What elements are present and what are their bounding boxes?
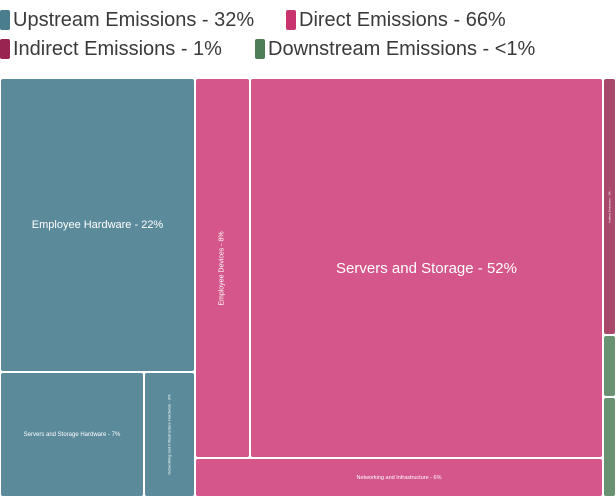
treemap-tile-label: Servers and Storage - 52% (336, 259, 517, 277)
legend-swatch-upstream (0, 10, 10, 30)
legend-item-direct[interactable]: Direct Emissions - 66% (286, 8, 506, 32)
legend-label-downstream: Downstream Emissions - <1% (268, 37, 536, 60)
legend-swatch-downstream (255, 39, 265, 59)
legend-item-upstream[interactable]: Upstream Emissions - 32% (0, 8, 254, 32)
legend-item-downstream[interactable]: Downstream Emissions - <1% (255, 37, 535, 61)
legend-swatch-indirect (0, 39, 10, 59)
treemap-tile-servers-storage-hardware[interactable]: Servers and Storage Hardware - 7% (1, 373, 143, 496)
treemap-tile-label: Networking and Infrastructure Hardware -… (167, 394, 173, 475)
legend-label-upstream: Upstream Emissions - 32% (13, 8, 255, 31)
treemap-tile-label: Servers and Storage Hardware - 7% (23, 431, 121, 438)
treemap-tile-downstream-1[interactable] (604, 336, 615, 396)
treemap-tile-indirect[interactable]: Indirect Emissions - 1% (604, 79, 615, 334)
treemap-tile-label: Indirect Emissions - 1% (607, 190, 612, 223)
legend-item-indirect[interactable]: Indirect Emissions - 1% (0, 37, 222, 61)
treemap-tile-networking-infrastructure[interactable]: Networking and Infrastructure - 6% (196, 459, 602, 496)
treemap-tile-servers-storage[interactable]: Servers and Storage - 52% (251, 79, 602, 457)
treemap-tile-label: Networking and Infrastructure - 6% (356, 474, 442, 481)
legend-swatch-direct (286, 10, 296, 30)
legend-label-direct: Direct Emissions - 66% (299, 8, 506, 31)
treemap-tile-employee-devices[interactable]: Employee Devices - 8% (196, 79, 249, 457)
treemap-tile-employee-hardware[interactable]: Employee Hardware - 22% (1, 79, 194, 371)
treemap-tile-downstream-2[interactable] (604, 398, 615, 496)
treemap-tile-label: Employee Hardware - 22% (31, 219, 164, 231)
treemap-tile-networking-infrastructure-hardware[interactable]: Networking and Infrastructure Hardware -… (145, 373, 194, 496)
legend-label-indirect: Indirect Emissions - 1% (13, 37, 222, 60)
treemap-tile-label: Employee Devices - 8% (219, 230, 226, 306)
